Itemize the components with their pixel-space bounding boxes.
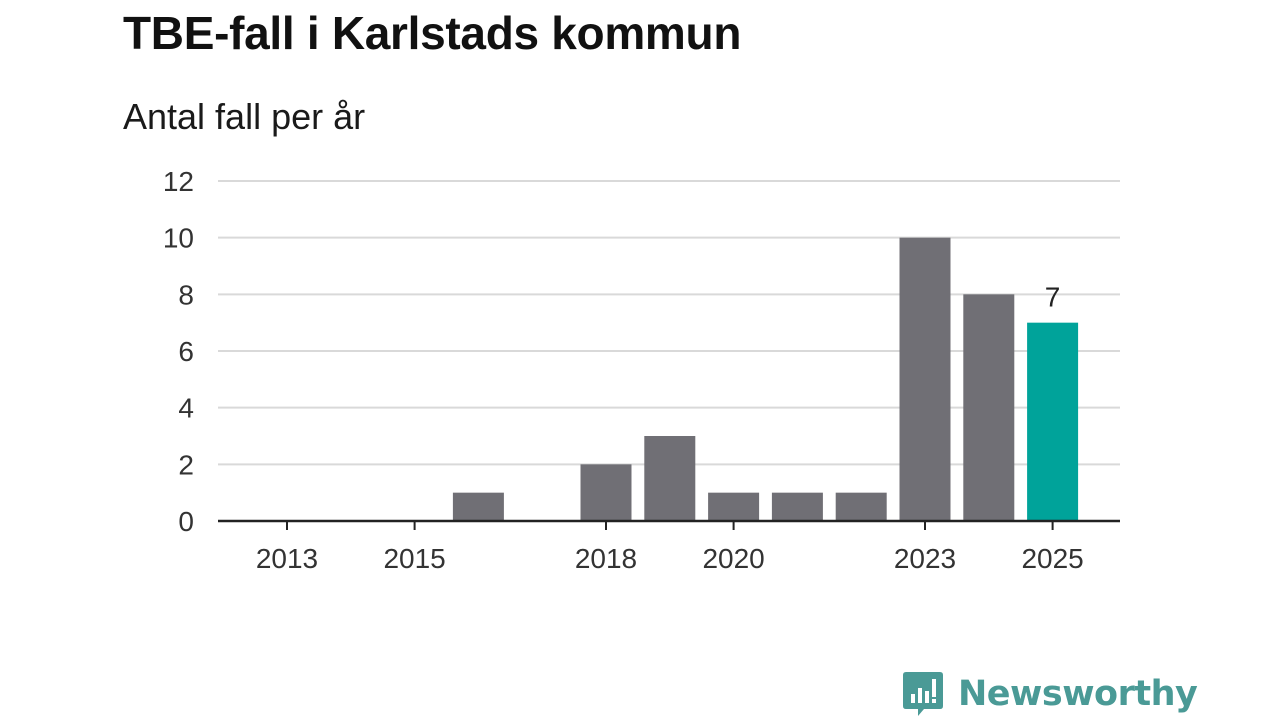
y-tick-label: 2 (178, 449, 194, 480)
bar-2025 (1027, 322, 1079, 521)
brand-name: Newsworthy (958, 674, 1198, 714)
y-tick-label: 6 (178, 336, 194, 367)
y-tick-label: 10 (163, 223, 194, 254)
x-tick-label: 2020 (702, 543, 764, 574)
bar-2024 (963, 294, 1015, 521)
x-tick-label: 2013 (256, 543, 318, 574)
chart-title: TBE-fall i Karlstads kommun (123, 7, 742, 59)
bars (452, 237, 1079, 521)
y-tick-labels: 0 2 4 6 8 10 12 (163, 166, 194, 537)
bar-chart: 0 2 4 6 8 10 12 2013 2015 2018 2020 2023 2025 7 (163, 166, 1120, 574)
y-tick-label: 12 (163, 166, 194, 197)
bar-2023 (899, 237, 951, 521)
data-label-2025: 7 (1045, 282, 1061, 313)
x-tick-label: 2025 (1021, 543, 1083, 574)
bar-2020 (708, 492, 760, 521)
newsworthy-chart-bubble-icon (903, 672, 943, 716)
x-tick-label: 2015 (383, 543, 445, 574)
y-tick-label: 4 (178, 393, 194, 424)
data-labels: 7 (1045, 282, 1061, 313)
y-tick-label: 8 (178, 279, 194, 310)
brand-logo: Newsworthy (902, 670, 1198, 718)
bar-2021 (771, 492, 823, 521)
x-tick-labels: 2013 2015 2018 2020 2023 2025 (256, 543, 1084, 574)
bar-2022 (835, 492, 887, 521)
x-tick-label: 2023 (894, 543, 956, 574)
chart-subtitle: Antal fall per år (123, 96, 366, 137)
x-tick-label: 2018 (575, 543, 637, 574)
bar-2018 (580, 464, 632, 521)
bar-2016 (452, 492, 504, 521)
y-tick-label: 0 (178, 506, 194, 537)
bar-2019 (644, 436, 696, 521)
x-axis (218, 519, 1120, 530)
